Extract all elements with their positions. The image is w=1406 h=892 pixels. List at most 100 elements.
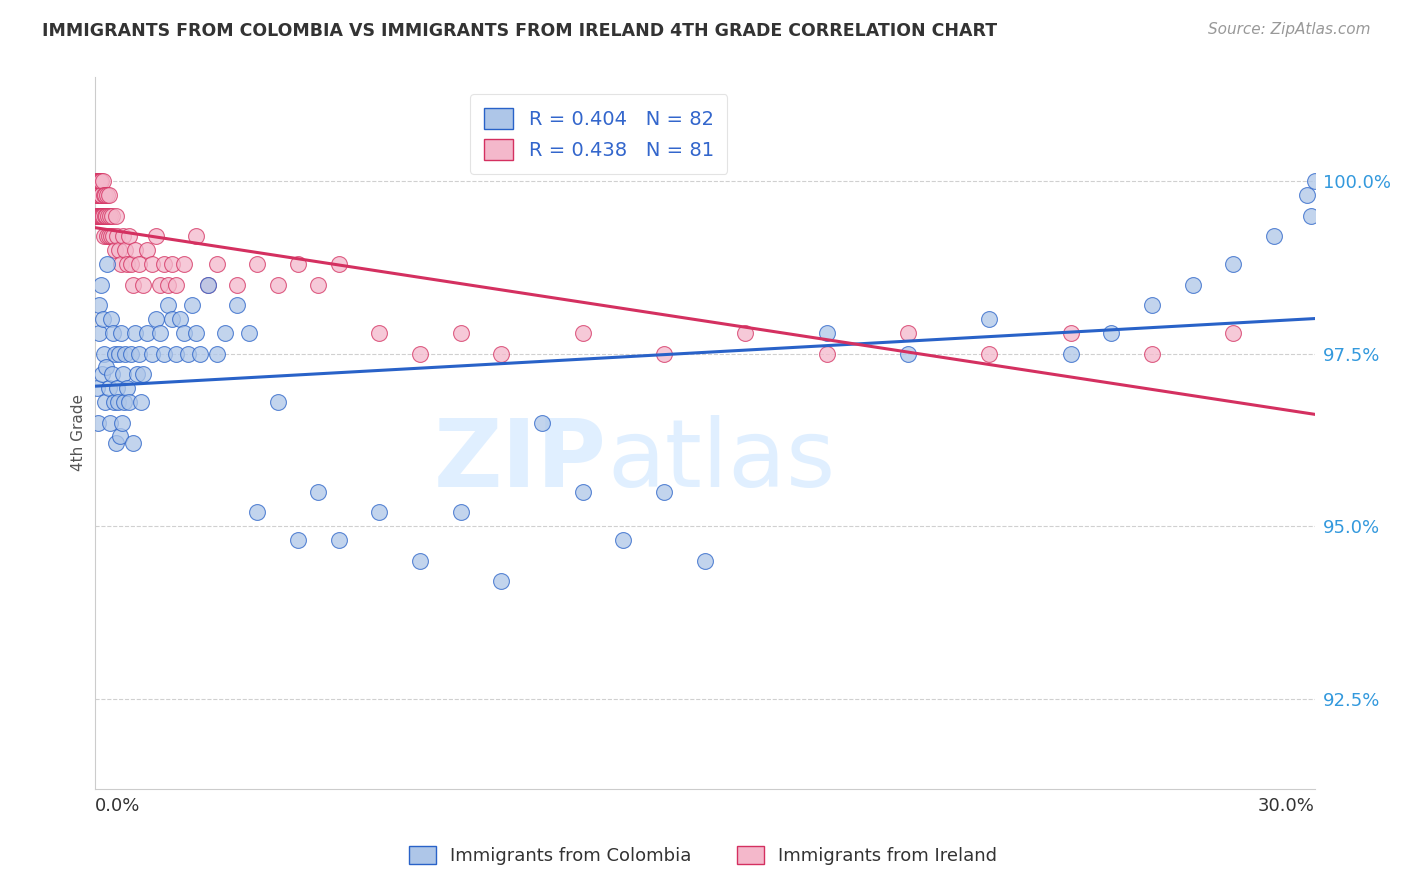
Point <box>266 395 288 409</box>
Point <box>91 312 114 326</box>
Point <box>897 326 920 340</box>
Point <box>205 257 228 271</box>
Point <box>89 174 111 188</box>
Point <box>246 257 269 271</box>
Point <box>97 381 120 395</box>
Point <box>100 209 122 223</box>
Point <box>90 174 112 188</box>
Point <box>409 346 432 360</box>
Point <box>118 229 141 244</box>
Point <box>1299 209 1322 223</box>
Point <box>93 395 115 409</box>
Point <box>165 277 187 292</box>
Point <box>145 229 167 244</box>
Point <box>226 277 249 292</box>
Text: 30.0%: 30.0% <box>1258 797 1315 815</box>
Point <box>90 187 112 202</box>
Point <box>115 381 138 395</box>
Point <box>152 346 174 360</box>
Point <box>156 277 179 292</box>
Point <box>368 326 391 340</box>
Point <box>450 505 472 519</box>
Point <box>152 257 174 271</box>
Point <box>149 326 172 340</box>
Point <box>104 346 127 360</box>
Point <box>450 326 472 340</box>
Point <box>266 277 288 292</box>
Point <box>96 229 118 244</box>
Point <box>571 326 593 340</box>
Point <box>87 416 110 430</box>
Point <box>246 505 269 519</box>
Point <box>118 395 141 409</box>
Text: IMMIGRANTS FROM COLOMBIA VS IMMIGRANTS FROM IRELAND 4TH GRADE CORRELATION CHART: IMMIGRANTS FROM COLOMBIA VS IMMIGRANTS F… <box>42 22 997 40</box>
Point <box>368 505 391 519</box>
Point <box>734 326 756 340</box>
Point <box>571 484 593 499</box>
Text: 0.0%: 0.0% <box>94 797 141 815</box>
Point <box>205 346 228 360</box>
Point <box>110 326 132 340</box>
Point <box>97 229 120 244</box>
Point <box>131 395 153 409</box>
Point <box>186 326 208 340</box>
Point <box>112 368 135 382</box>
Point <box>1222 257 1244 271</box>
Point <box>1059 326 1081 340</box>
Point <box>86 187 108 202</box>
Point <box>90 209 112 223</box>
Point <box>409 554 432 568</box>
Point <box>173 326 195 340</box>
Point <box>491 574 513 589</box>
Point <box>89 326 111 340</box>
Point <box>111 416 134 430</box>
Point <box>128 346 150 360</box>
Text: atlas: atlas <box>607 416 835 508</box>
Point <box>979 312 1001 326</box>
Point <box>122 436 145 450</box>
Point <box>287 533 309 547</box>
Point <box>86 174 108 188</box>
Y-axis label: 4th Grade: 4th Grade <box>72 394 86 472</box>
Point <box>98 209 121 223</box>
Point <box>105 381 128 395</box>
Point <box>101 326 124 340</box>
Point <box>197 277 219 292</box>
Point <box>214 326 236 340</box>
Point <box>90 368 112 382</box>
Point <box>93 346 115 360</box>
Point <box>132 277 155 292</box>
Point <box>104 436 127 450</box>
Point <box>145 312 167 326</box>
Point <box>173 257 195 271</box>
Point <box>120 346 142 360</box>
Point <box>108 346 131 360</box>
Point <box>652 346 675 360</box>
Point <box>1303 174 1326 188</box>
Point <box>815 326 838 340</box>
Point <box>1181 277 1204 292</box>
Point <box>84 209 107 223</box>
Point <box>897 346 920 360</box>
Point <box>105 229 128 244</box>
Point <box>91 209 114 223</box>
Point <box>136 326 159 340</box>
Point <box>89 209 111 223</box>
Point <box>87 174 110 188</box>
Point <box>1140 298 1163 312</box>
Point <box>149 277 172 292</box>
Point <box>87 209 110 223</box>
Point <box>100 368 122 382</box>
Point <box>94 209 117 223</box>
Point <box>89 187 111 202</box>
Point <box>84 174 107 188</box>
Point <box>128 257 150 271</box>
Point <box>328 257 350 271</box>
Point <box>188 346 211 360</box>
Point <box>97 209 120 223</box>
Point <box>307 277 329 292</box>
Point <box>114 243 136 257</box>
Point <box>104 243 127 257</box>
Point <box>160 257 183 271</box>
Point <box>491 346 513 360</box>
